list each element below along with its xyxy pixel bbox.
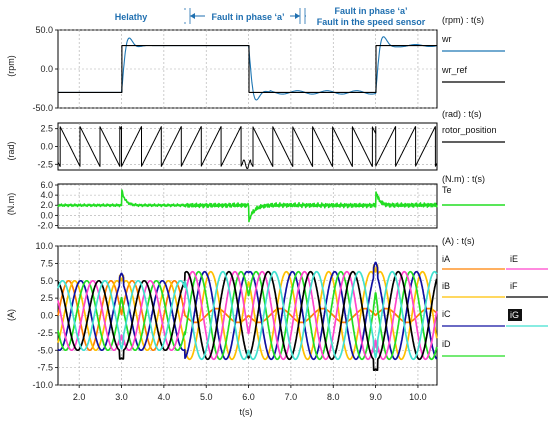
legend-wr: wr <box>441 34 505 52</box>
speed-ytick-label: 0.0 <box>40 64 53 74</box>
svg-text:iC: iC <box>442 309 451 319</box>
speed-legend-title: (rpm) : t(s) <box>442 15 484 25</box>
torque-ytick-label: -2.0 <box>37 220 53 230</box>
legend-ia: iA <box>442 254 505 270</box>
svg-text:iE: iE <box>510 254 518 264</box>
legend-ig: iG <box>506 309 548 327</box>
svg-text:iG: iG <box>510 310 519 320</box>
legend-ib: iB <box>442 281 505 298</box>
currents-ytick-label: 10.0 <box>35 241 53 251</box>
currents-ytick-label: 7.5 <box>40 258 53 268</box>
xtick-label: 5.0 <box>200 392 213 402</box>
legend-id: iD <box>442 339 505 357</box>
xtick-label: 3.0 <box>115 392 128 402</box>
position-ytick-label: -2.5 <box>37 159 53 169</box>
xtick-label: 8.0 <box>327 392 340 402</box>
currents-ytick-label: -2.5 <box>37 328 53 338</box>
xtick-label: 2.0 <box>73 392 86 402</box>
torque-unit-label: (N.m) <box>6 193 16 216</box>
svg-text:rotor_position: rotor_position <box>442 125 497 135</box>
speed-panel: 50.0 0.0 -50.0 <box>32 25 438 113</box>
series-te <box>57 189 438 223</box>
currents-ytick-label: 5.0 <box>40 276 53 286</box>
torque-ytick-label: 4.0 <box>40 190 53 200</box>
position-unit-label: (rad) <box>6 141 16 160</box>
svg-text:wr: wr <box>441 34 452 44</box>
series-wr-ref <box>57 45 438 93</box>
svg-text:iA: iA <box>442 254 450 264</box>
currents-ytick-label: -7.5 <box>37 363 53 373</box>
svg-text:iB: iB <box>442 281 450 291</box>
phase-label-fault-a-2: Fault in phase ‘a’ <box>334 6 407 16</box>
current-unit-label: (A) <box>6 309 16 321</box>
currents-ytick-label: -5.0 <box>37 345 53 355</box>
svg-text:iF: iF <box>510 281 518 291</box>
series-id <box>57 270 438 361</box>
speed-ytick-label: -50.0 <box>32 103 53 113</box>
legend-te: Te <box>442 185 505 206</box>
currents-ytick-label: 0.0 <box>40 311 53 321</box>
torque-ytick-label: 2.0 <box>40 200 53 210</box>
svg-text:Te: Te <box>442 185 452 195</box>
xtick-label: 7.0 <box>285 392 298 402</box>
x-axis-label: t(s) <box>240 407 253 417</box>
phase-banner: Helathy Fault in phase ‘a’ Fault in phas… <box>57 3 436 30</box>
xtick-label: 6.0 <box>242 392 255 402</box>
legend-rotor-position: rotor_position <box>442 125 505 143</box>
xtick-label: 4.0 <box>158 392 171 402</box>
series-ig <box>57 270 438 361</box>
position-ytick-label: 0.0 <box>40 142 53 152</box>
series-rotor-position <box>57 126 438 170</box>
currents-ytick-label: -10.0 <box>32 380 53 390</box>
speed-unit-label: (rpm) <box>6 55 16 77</box>
legend-wr-ref: wr_ref <box>441 65 505 83</box>
position-legend-title: (rad) : t(s) <box>442 109 482 119</box>
svg-text:iD: iD <box>442 339 451 349</box>
phase-label-fault-a: Fault in phase ‘a’ <box>211 12 284 22</box>
xtick-label: 10.0 <box>409 392 427 402</box>
position-ytick-label: 2.5 <box>40 124 53 134</box>
speed-ytick-label: 50.0 <box>35 25 53 35</box>
torque-ytick-label: 6.0 <box>40 180 53 190</box>
currents-ytick-label: 2.5 <box>40 293 53 303</box>
series-ic <box>57 261 438 361</box>
current-legend-title: (A) : t(s) <box>442 236 475 246</box>
torque-legend-title: (N.m) : t(s) <box>442 174 485 184</box>
legend-ic: iC <box>442 309 505 327</box>
phase-label-speed-sensor: Fault in the speed sensor <box>317 17 426 27</box>
legend-ie: iE <box>506 254 548 270</box>
svg-text:wr_ref: wr_ref <box>441 65 468 75</box>
torque-ytick-label: 0.0 <box>40 210 53 220</box>
phase-label-healthy: Helathy <box>115 12 148 22</box>
legend-if: iF <box>506 281 548 298</box>
xtick-label: 9.0 <box>369 392 382 402</box>
